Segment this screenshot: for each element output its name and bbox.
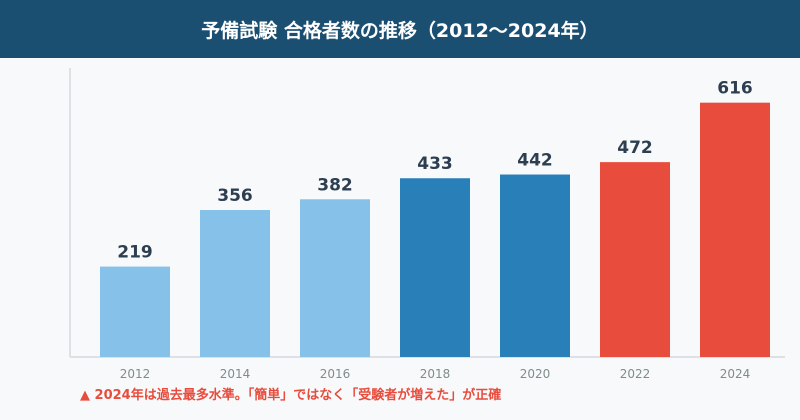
data-label-2014: 356 [217, 186, 253, 206]
x-tick-label-2022: 2022 [620, 367, 651, 381]
bar-2022 [600, 162, 670, 357]
x-tick-label-2024: 2024 [720, 367, 751, 381]
chart-title: 予備試験 合格者数の推移（2012〜2024年） [0, 0, 800, 58]
data-label-2016: 382 [317, 175, 353, 195]
bar-2014 [200, 210, 270, 357]
bar-2016 [300, 199, 370, 357]
bar-2012 [100, 266, 170, 357]
x-tick-label-2014: 2014 [220, 367, 251, 381]
data-label-2012: 219 [117, 243, 153, 263]
bar-2018 [400, 178, 470, 357]
data-label-2022: 472 [617, 138, 653, 158]
x-tick-label-2016: 2016 [320, 367, 351, 381]
x-tick-label-2020: 2020 [520, 367, 551, 381]
bar-2020 [500, 174, 570, 357]
bar-2024 [700, 102, 770, 358]
chart-annotation: ▲ 2024年は過去最多水準。「簡単」ではなく「受験者が増えた」が正確 [80, 388, 502, 403]
x-tick-label-2012: 2012 [120, 367, 151, 381]
data-label-2018: 433 [417, 154, 453, 174]
x-tick-label-2018: 2018 [420, 367, 451, 381]
data-label-2024: 616 [717, 79, 753, 99]
data-label-2020: 442 [517, 151, 553, 171]
